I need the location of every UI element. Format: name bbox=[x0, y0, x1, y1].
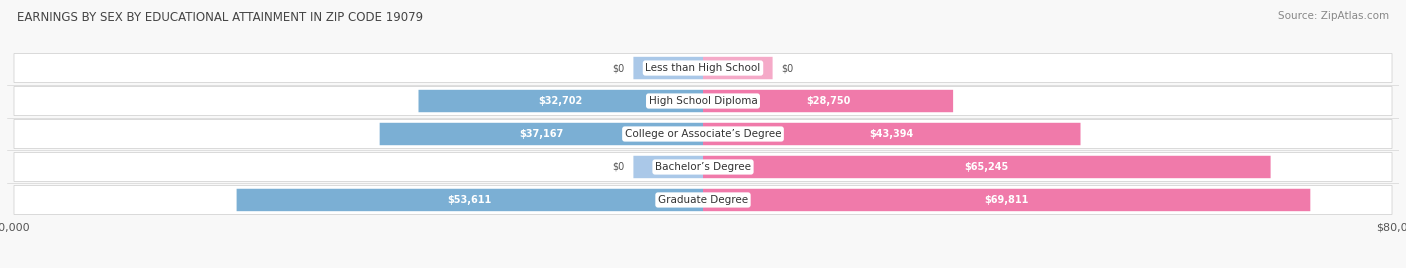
Text: $32,702: $32,702 bbox=[538, 96, 583, 106]
Text: $69,811: $69,811 bbox=[984, 195, 1029, 205]
FancyBboxPatch shape bbox=[703, 123, 1081, 145]
FancyBboxPatch shape bbox=[14, 54, 1392, 83]
FancyBboxPatch shape bbox=[703, 90, 953, 112]
Text: $28,750: $28,750 bbox=[806, 96, 851, 106]
FancyBboxPatch shape bbox=[380, 123, 703, 145]
FancyBboxPatch shape bbox=[14, 185, 1392, 214]
FancyBboxPatch shape bbox=[236, 189, 703, 211]
FancyBboxPatch shape bbox=[419, 90, 703, 112]
Text: College or Associate’s Degree: College or Associate’s Degree bbox=[624, 129, 782, 139]
Text: $65,245: $65,245 bbox=[965, 162, 1010, 172]
Text: $0: $0 bbox=[613, 162, 624, 172]
FancyBboxPatch shape bbox=[14, 120, 1392, 148]
FancyBboxPatch shape bbox=[633, 57, 703, 79]
Text: Source: ZipAtlas.com: Source: ZipAtlas.com bbox=[1278, 11, 1389, 21]
FancyBboxPatch shape bbox=[703, 189, 1310, 211]
Text: High School Diploma: High School Diploma bbox=[648, 96, 758, 106]
Text: EARNINGS BY SEX BY EDUCATIONAL ATTAINMENT IN ZIP CODE 19079: EARNINGS BY SEX BY EDUCATIONAL ATTAINMEN… bbox=[17, 11, 423, 24]
FancyBboxPatch shape bbox=[14, 152, 1392, 181]
Text: $0: $0 bbox=[613, 63, 624, 73]
Text: $37,167: $37,167 bbox=[519, 129, 564, 139]
FancyBboxPatch shape bbox=[14, 87, 1392, 116]
Text: $43,394: $43,394 bbox=[870, 129, 914, 139]
Text: $53,611: $53,611 bbox=[447, 195, 492, 205]
Text: $0: $0 bbox=[782, 63, 793, 73]
FancyBboxPatch shape bbox=[633, 156, 703, 178]
Text: Bachelor’s Degree: Bachelor’s Degree bbox=[655, 162, 751, 172]
Text: Graduate Degree: Graduate Degree bbox=[658, 195, 748, 205]
FancyBboxPatch shape bbox=[703, 57, 773, 79]
Text: Less than High School: Less than High School bbox=[645, 63, 761, 73]
FancyBboxPatch shape bbox=[703, 156, 1271, 178]
